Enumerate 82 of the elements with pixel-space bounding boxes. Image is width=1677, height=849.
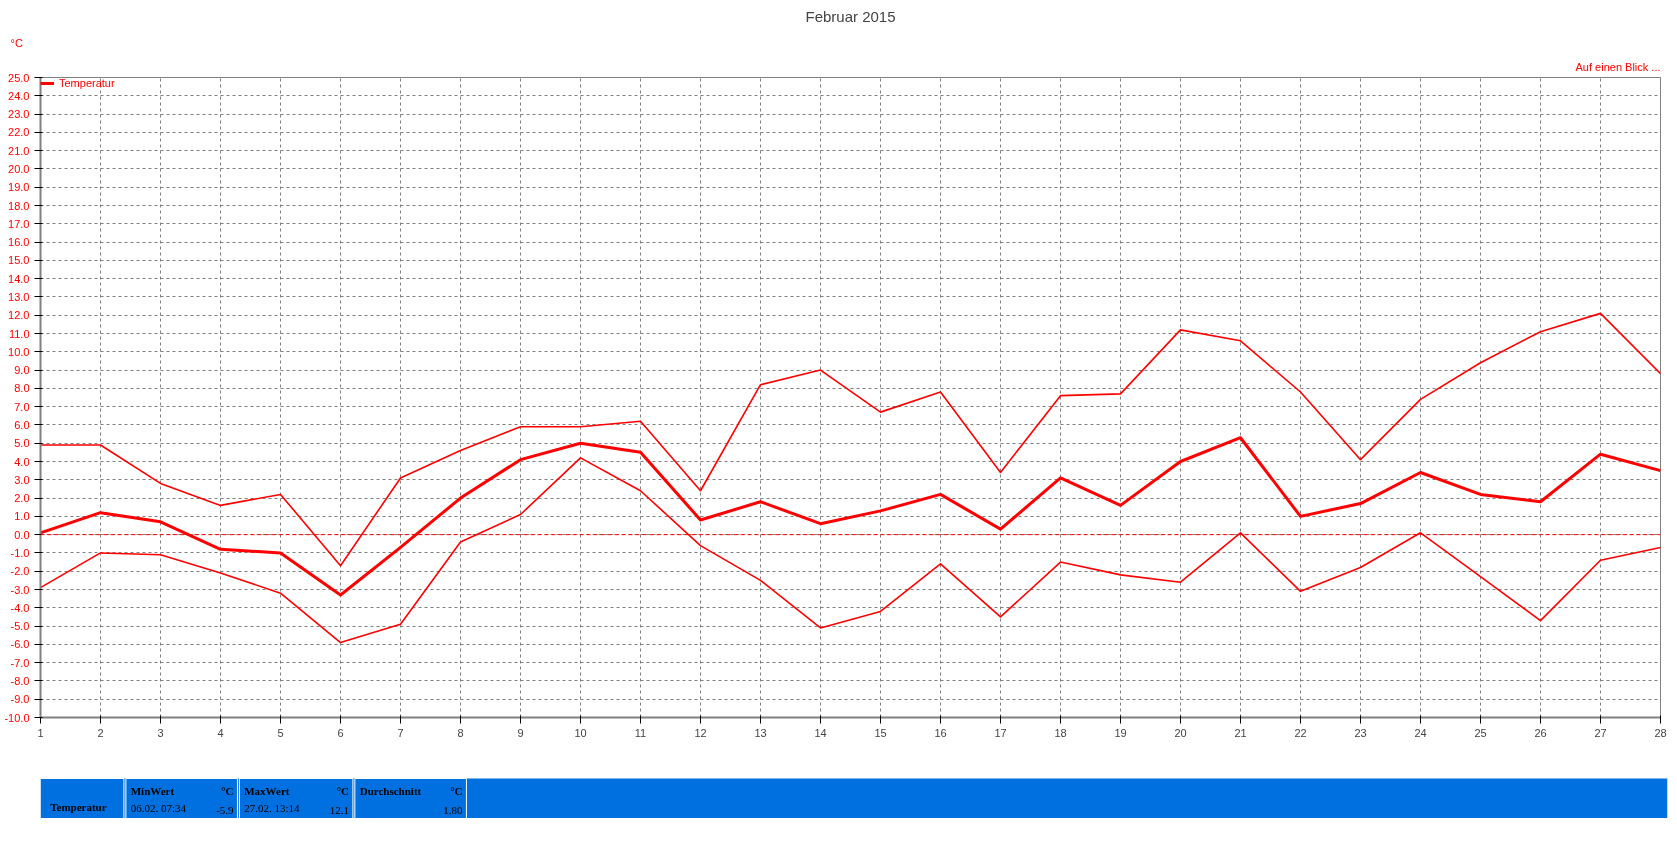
text: MaxWert bbox=[244, 784, 290, 797]
y-tick-label: 22.0 bbox=[8, 126, 30, 139]
y-tick-label: 15.0 bbox=[8, 254, 30, 267]
y-tick-label: -9.0 bbox=[10, 693, 30, 706]
x-tick-label: 16 bbox=[934, 726, 947, 739]
x-tick-label: 20 bbox=[1174, 726, 1187, 739]
x-tick-label: 7 bbox=[397, 726, 404, 739]
x-tick-label: 25 bbox=[1474, 726, 1487, 739]
x-tick-label: 10 bbox=[574, 726, 587, 739]
y-tick-label: 8.0 bbox=[14, 382, 30, 395]
y-tick-label: 12.0 bbox=[8, 309, 30, 322]
y-tick-label: 24.0 bbox=[8, 89, 30, 102]
y-tick-label: 16.0 bbox=[8, 236, 30, 249]
y-tick-label: 18.0 bbox=[8, 199, 30, 212]
y-tick-label: -6.0 bbox=[10, 638, 30, 651]
y-tick-label: 19.0 bbox=[8, 181, 30, 194]
x-tick-label: 22 bbox=[1294, 726, 1307, 739]
x-tick-label: 19 bbox=[1114, 726, 1127, 739]
line-series bbox=[40, 457, 1661, 644]
x-tick-label: 17 bbox=[994, 726, 1007, 739]
y-tick-label: -7.0 bbox=[10, 656, 30, 669]
x-tick-label: 6 bbox=[337, 726, 344, 739]
x-tick-label: 21 bbox=[1234, 726, 1247, 739]
x-tick-label: 2 bbox=[97, 726, 104, 739]
x-tick-label: 1 bbox=[37, 726, 44, 739]
y-tick-label: -2.0 bbox=[10, 565, 30, 578]
x-tick-label: 3 bbox=[157, 726, 164, 739]
y-tick-label: 17.0 bbox=[8, 217, 30, 230]
text: MinWert bbox=[130, 784, 175, 797]
x-tick-label: 12 bbox=[694, 726, 707, 739]
y-tick-label: -3.0 bbox=[10, 583, 30, 596]
text: Temperatur bbox=[50, 800, 107, 813]
y-tick-label: 13.0 bbox=[8, 290, 30, 303]
chart-title: Februar 2015 bbox=[805, 7, 896, 25]
y-tick-label: 21.0 bbox=[8, 144, 30, 157]
text: Durchschnitt bbox=[359, 784, 422, 797]
x-tick-label: 9 bbox=[517, 726, 524, 739]
y-tick-label: -10.0 bbox=[4, 711, 30, 724]
y-tick-label: 10.0 bbox=[8, 345, 30, 358]
y-tick-label: -8.0 bbox=[10, 674, 30, 687]
text: Auf einen Blick ... bbox=[1575, 60, 1661, 73]
x-tick-label: 24 bbox=[1414, 726, 1427, 739]
text: 06.02. 07:34 bbox=[130, 801, 187, 814]
text: 27.02. 13:14 bbox=[244, 801, 301, 814]
x-tick-label: 11 bbox=[634, 726, 647, 739]
y-tick-label: 23.0 bbox=[8, 108, 30, 121]
y-tick-label: 11.0 bbox=[8, 327, 30, 340]
text: °C bbox=[450, 784, 463, 797]
y-tick-label: 9.0 bbox=[14, 364, 30, 377]
text: 12.1 bbox=[329, 803, 350, 816]
y-tick-label: 20.0 bbox=[8, 162, 30, 175]
text: -5.9 bbox=[216, 803, 235, 816]
x-tick-label: 5 bbox=[277, 726, 284, 739]
x-tick-label: 4 bbox=[217, 726, 224, 739]
x-tick-label: 15 bbox=[874, 726, 887, 739]
y-axis-title: °C bbox=[10, 36, 23, 49]
text: °C bbox=[221, 784, 234, 797]
x-tick-label: 26 bbox=[1534, 726, 1547, 739]
y-tick-label: -5.0 bbox=[10, 620, 30, 633]
y-tick-label: 3.0 bbox=[14, 473, 30, 486]
y-tick-label: 2.0 bbox=[14, 492, 30, 505]
x-tick-label: 8 bbox=[457, 726, 464, 739]
text: °C bbox=[336, 784, 350, 797]
y-tick-label: 7.0 bbox=[14, 400, 30, 413]
text: Temperatur bbox=[59, 77, 115, 89]
x-tick-label: 28 bbox=[1654, 726, 1667, 739]
y-tick-label: 14.0 bbox=[8, 272, 30, 285]
text: 1.80 bbox=[443, 803, 464, 816]
x-tick-label: 14 bbox=[814, 726, 827, 739]
y-tick-label: 6.0 bbox=[14, 418, 30, 431]
x-tick-label: 23 bbox=[1354, 726, 1367, 739]
y-tick-label: 1.0 bbox=[14, 510, 30, 523]
y-tick-label: 25.0 bbox=[8, 71, 30, 84]
y-tick-label: 5.0 bbox=[14, 437, 30, 450]
y-tick-label: 4.0 bbox=[14, 455, 30, 468]
y-tick-label: -1.0 bbox=[10, 546, 30, 559]
y-tick-label: 0.0 bbox=[14, 528, 30, 541]
x-tick-label: 13 bbox=[754, 726, 767, 739]
line-series bbox=[40, 312, 1661, 567]
y-tick-label: -4.0 bbox=[10, 601, 30, 614]
x-tick-label: 18 bbox=[1054, 726, 1067, 739]
x-tick-label: 27 bbox=[1594, 726, 1607, 739]
